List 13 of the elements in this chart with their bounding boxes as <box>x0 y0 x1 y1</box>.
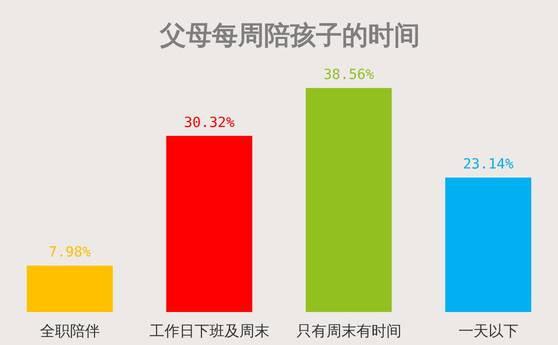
data-label: 38.56% <box>323 67 375 83</box>
x-tick-label: 工作日下班及周末 <box>149 322 270 340</box>
chart-title: 父母每周陪孩子的时间 <box>159 21 420 51</box>
data-label: 7.98% <box>48 244 92 261</box>
data-label: 30.32% <box>184 114 236 131</box>
x-tick-label: 全职陪伴 <box>40 322 100 340</box>
bar <box>166 136 252 312</box>
bar <box>445 178 532 312</box>
data-label: 23.14% <box>462 156 514 173</box>
bar <box>26 266 113 312</box>
x-tick-label: 只有周末有时间 <box>296 322 402 340</box>
x-tick-label: 一天以下 <box>458 322 518 340</box>
bar <box>306 88 392 312</box>
